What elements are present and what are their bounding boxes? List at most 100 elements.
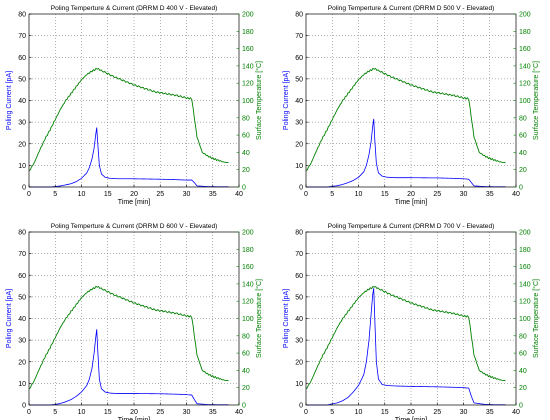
y-tick-label-right: 80: [242, 333, 250, 340]
y-axis-label-right: Surface Temperature [°C]: [532, 279, 540, 358]
chart-title: Poling Temperture & Current (DRRM D 400 …: [51, 5, 218, 12]
chart-panel-4: 0 5 10 15 20 25 30 35 40010203040506070800204060…: [283, 223, 540, 420]
chart-panel-2: 0 5 10 15 20 25 30 35 40010203040506070800204060…: [283, 5, 540, 206]
x-tick-label: 5: [53, 191, 57, 198]
y-tick-label-right: 60: [519, 351, 527, 358]
y-tick-label-right: 120: [242, 81, 254, 88]
x-tick-label: 20: [407, 191, 415, 198]
y-tick-label-right: 200: [519, 12, 531, 19]
x-axis-label: Time [min]: [118, 417, 150, 420]
x-tick-label: 25: [156, 191, 164, 198]
y-tick-label-left: 30: [18, 120, 26, 127]
y-tick-label-right: 0: [242, 403, 246, 410]
y-tick-label-left: 50: [295, 294, 303, 301]
y-tick-label-right: 0: [242, 185, 246, 192]
y-tick-label-right: 200: [519, 230, 531, 237]
y-tick-label-left: 20: [18, 141, 26, 148]
y-tick-label-right: 60: [242, 133, 250, 140]
y-tick-label-right: 120: [519, 299, 531, 306]
y-tick-label-left: 0: [299, 403, 303, 410]
y-tick-label-right: 40: [242, 368, 250, 375]
y-tick-label-left: 70: [295, 33, 303, 40]
y-tick-label-right: 40: [519, 368, 527, 375]
y-tick-label-left: 50: [18, 76, 26, 83]
x-tick-label: 35: [486, 409, 494, 416]
y-tick-label-left: 30: [18, 338, 26, 345]
chart-title: Poling Temperture & Current (DRRM D 700 …: [328, 223, 495, 230]
y-tick-label-left: 40: [295, 316, 303, 323]
x-tick-label: 0: [304, 191, 308, 198]
y-tick-label-right: 20: [242, 167, 250, 174]
y-tick-label-left: 10: [18, 381, 26, 388]
y-tick-label-right: 80: [242, 115, 250, 122]
y-axis-label-left: Poling Current [pA]: [6, 289, 13, 348]
x-tick-label: 0: [27, 409, 31, 416]
x-tick-label: 30: [460, 191, 468, 198]
y-tick-label-right: 180: [242, 29, 254, 36]
x-tick-label: 15: [104, 409, 112, 416]
y-tick-label-right: 60: [519, 133, 527, 140]
x-tick-label: 0: [304, 409, 308, 416]
y-tick-label-left: 0: [22, 403, 26, 410]
x-tick-label: 35: [486, 191, 494, 198]
x-tick-label: 30: [460, 409, 468, 416]
x-tick-label: 20: [130, 409, 138, 416]
y-tick-label-right: 20: [519, 167, 527, 174]
y-axis-label-right: Surface Temperature [°C]: [255, 61, 263, 140]
x-axis-label: Time [min]: [395, 199, 427, 206]
y-tick-label-right: 120: [519, 81, 531, 88]
y-tick-label-right: 0: [519, 185, 523, 192]
x-tick-label: 40: [512, 191, 520, 198]
y-tick-label-right: 100: [242, 316, 254, 323]
y-tick-label-right: 40: [242, 150, 250, 157]
y-tick-label-left: 40: [18, 316, 26, 323]
y-tick-label-right: 160: [519, 264, 531, 271]
x-tick-label: 40: [235, 191, 243, 198]
y-tick-label-left: 60: [295, 273, 303, 280]
y-tick-label-left: 70: [18, 251, 26, 258]
y-axis-label-right: Surface Temperature [°C]: [255, 279, 263, 358]
y-tick-label-left: 40: [18, 98, 26, 105]
y-tick-label-right: 40: [519, 150, 527, 157]
x-tick-label: 25: [156, 409, 164, 416]
x-axis-label: Time [min]: [395, 417, 427, 420]
y-tick-label-right: 120: [242, 299, 254, 306]
y-tick-label-right: 160: [519, 46, 531, 53]
x-tick-label: 20: [407, 409, 415, 416]
y-tick-label-left: 10: [295, 381, 303, 388]
y-axis-label-left: Poling Current [pA]: [283, 289, 290, 348]
chart-panel-1: 0 5 10 15 20 25 30 35 40010203040506070800204060…: [6, 5, 263, 206]
y-tick-label-left: 50: [295, 76, 303, 83]
y-tick-label-left: 30: [295, 338, 303, 345]
y-tick-label-left: 60: [295, 55, 303, 62]
y-tick-label-left: 80: [18, 12, 26, 19]
x-tick-label: 35: [209, 409, 217, 416]
x-tick-label: 30: [183, 409, 191, 416]
x-tick-label: 10: [78, 409, 86, 416]
y-tick-label-right: 180: [519, 29, 531, 36]
x-tick-label: 0: [27, 191, 31, 198]
y-axis-label-left: Poling Current [pA]: [283, 71, 290, 130]
x-tick-label: 5: [330, 191, 334, 198]
x-tick-label: 10: [78, 191, 86, 198]
x-tick-label: 25: [433, 191, 441, 198]
y-tick-label-right: 180: [242, 247, 254, 254]
y-tick-label-right: 0: [519, 403, 523, 410]
temperature-series-line: [28, 67, 229, 172]
x-tick-label: 10: [355, 191, 363, 198]
y-tick-label-right: 60: [242, 351, 250, 358]
current-series-line: [29, 127, 229, 188]
x-tick-label: 5: [330, 409, 334, 416]
y-tick-label-right: 100: [242, 98, 254, 105]
y-tick-label-right: 20: [242, 385, 250, 392]
y-tick-label-left: 10: [295, 163, 303, 170]
y-tick-label-right: 140: [519, 281, 531, 288]
current-series-line: [306, 118, 506, 188]
x-tick-label: 10: [355, 409, 363, 416]
chart-panel-3: 0 5 10 15 20 25 30 35 40010203040506070800204060…: [6, 223, 263, 420]
x-tick-label: 40: [512, 409, 520, 416]
y-tick-label-left: 80: [295, 230, 303, 237]
y-tick-label-right: 200: [242, 230, 254, 237]
x-tick-label: 5: [53, 409, 57, 416]
y-tick-label-left: 40: [295, 98, 303, 105]
